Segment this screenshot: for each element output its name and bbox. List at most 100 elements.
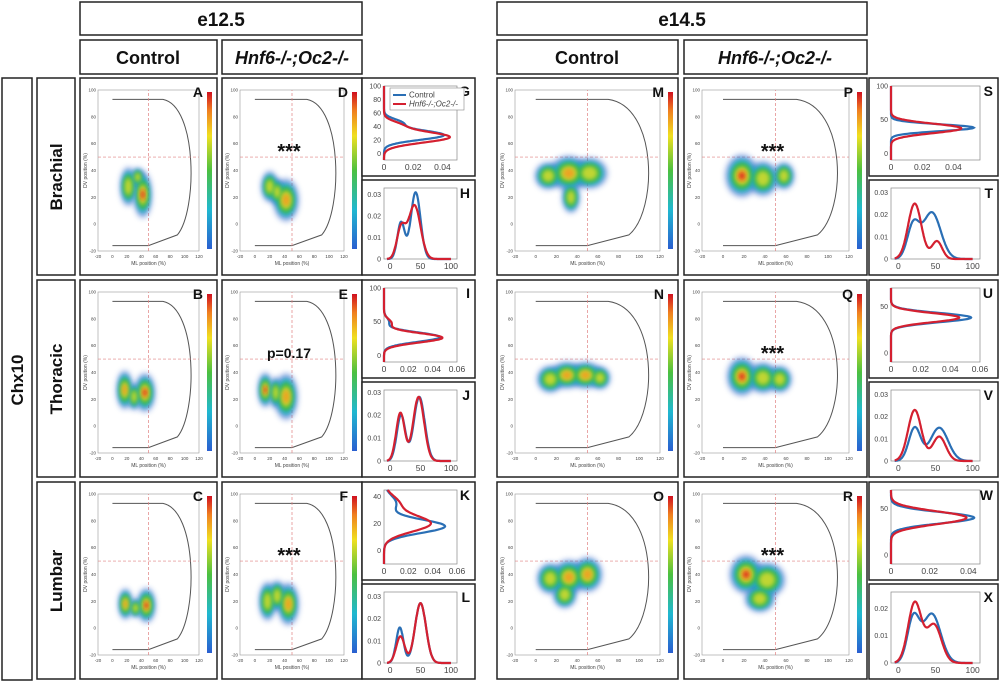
legend-label-control: Control — [409, 91, 435, 100]
y-tick-label: 20 — [695, 599, 701, 604]
x-tick-label: 40 — [762, 456, 768, 461]
x-tick-label: 60 — [153, 254, 159, 259]
y-tick-label: 80 — [508, 518, 514, 523]
y-tick-label: 0 — [884, 552, 888, 559]
x-axis-label: ML position (%) — [570, 261, 605, 267]
x-tick-label: 100 — [824, 254, 832, 259]
x-tick-label: 20 — [267, 456, 273, 461]
y-tick-label: 100 — [88, 492, 96, 497]
panel-letter: M — [652, 84, 664, 100]
x-axis-label: ML position (%) — [570, 463, 605, 469]
density-blob — [141, 190, 145, 199]
y-axis-label: DV position (%) — [500, 557, 506, 592]
y-axis-label: DV position (%) — [225, 557, 231, 592]
x-tick-label: 60 — [297, 254, 303, 259]
plot-area — [890, 85, 981, 161]
y-tick-label: 100 — [505, 88, 513, 93]
y-tick-label: 0.02 — [367, 213, 381, 220]
y-tick-label: 0 — [235, 222, 238, 227]
density-blob — [266, 179, 274, 194]
y-tick-label: -20 — [89, 653, 96, 658]
density-blob — [743, 571, 749, 578]
x-tick-label: 60 — [153, 658, 159, 663]
density-blob — [282, 193, 290, 207]
x-tick-label: -20 — [512, 254, 519, 259]
density-blob — [753, 592, 767, 605]
y-tick-label: 0 — [377, 548, 381, 555]
x-tick-label: 0.06 — [449, 566, 466, 576]
x-tick-label: 60 — [783, 456, 789, 461]
region-label-brachial-box: Brachial — [36, 77, 76, 276]
x-tick-label: 120 — [195, 658, 203, 663]
y-tick-label: 20 — [508, 397, 514, 402]
significance-label: *** — [761, 141, 785, 163]
y-tick-label: 40 — [91, 370, 97, 375]
x-tick-label: 100 — [325, 658, 333, 663]
y-tick-label: -20 — [506, 653, 513, 658]
density-panel-d: -20 0 20 40 60 80 100 120 -20 0 20 40 60 80 100 ML posi… — [221, 77, 363, 276]
colorbar — [352, 92, 357, 249]
series-line-mutant — [894, 408, 973, 463]
x-tick-label: 120 — [656, 658, 664, 663]
y-tick-label: 20 — [91, 599, 97, 604]
x-axis-label: ML position (%) — [131, 665, 166, 671]
density-blob — [542, 170, 554, 182]
x-tick-label: 40 — [139, 658, 145, 663]
x-tick-label: 0 — [534, 658, 537, 663]
x-tick-label: 80 — [168, 456, 174, 461]
x-tick-label: 0 — [254, 254, 257, 259]
density-blobs — [116, 370, 156, 413]
y-axis-label: DV position (%) — [687, 557, 693, 592]
histogram-panel-u: 0 0.02 0.04 0.06 0 50 U — [868, 279, 999, 379]
y-tick-label: 0.01 — [874, 633, 888, 640]
y-tick-label: -20 — [693, 451, 700, 456]
y-tick-label: 0 — [884, 151, 888, 158]
x-tick-label: 0 — [896, 261, 901, 271]
x-tick-label: 0.02 — [921, 566, 938, 576]
x-tick-label: 50 — [416, 261, 426, 271]
x-tick-label: 50 — [416, 463, 426, 473]
panel-letter: I — [466, 285, 470, 301]
series-line-mutant — [894, 600, 973, 665]
x-tick-label: 60 — [153, 456, 159, 461]
density-panel-m: -20 0 20 40 60 80 100 120 -20 0 20 40 60 80 100 ML posi… — [496, 77, 679, 276]
y-tick-label: 60 — [695, 343, 701, 348]
density-blob — [739, 172, 745, 180]
region-label-brachial: Brachial — [47, 143, 66, 210]
y-tick-label: 0.02 — [367, 616, 381, 623]
density-blob — [144, 602, 148, 609]
x-tick-label: 120 — [656, 456, 664, 461]
panel-letter: R — [843, 488, 853, 504]
x-tick-label: -20 — [95, 658, 102, 663]
density-blobs — [729, 555, 786, 613]
x-tick-label: 100 — [824, 456, 832, 461]
x-tick-label: -20 — [237, 658, 244, 663]
x-tick-label: 100 — [965, 261, 979, 271]
spinal-cord-outline — [112, 502, 192, 651]
x-tick-label: 60 — [595, 658, 601, 663]
y-tick-label: 0 — [377, 459, 381, 466]
plot-area — [890, 287, 981, 363]
plot-area — [383, 85, 458, 161]
y-tick-label: 60 — [695, 545, 701, 550]
region-label-lumbar-box: Lumbar — [36, 481, 76, 680]
y-tick-label: 0 — [697, 626, 700, 631]
condition-label-e14-mutant: Hnf6-/-;Oc2-/- — [718, 48, 832, 68]
x-tick-label: 120 — [656, 254, 664, 259]
x-tick-label: 20 — [267, 658, 273, 663]
x-tick-label: 0 — [534, 456, 537, 461]
series-line-mutant — [889, 288, 961, 362]
y-tick-label: 50 — [373, 319, 381, 326]
x-tick-label: 40 — [282, 658, 288, 663]
y-tick-label: 0.03 — [367, 390, 381, 397]
density-blob — [759, 572, 775, 588]
x-tick-label: 100 — [181, 658, 189, 663]
panel-letter: P — [844, 84, 853, 100]
y-axis-label: DV position (%) — [500, 153, 506, 188]
density-blob — [756, 371, 770, 385]
y-axis-label: DV position (%) — [225, 355, 231, 390]
header-stage-e12-5: e12.5 — [79, 1, 363, 36]
x-tick-label: 120 — [195, 254, 203, 259]
x-tick-label: -20 — [512, 456, 519, 461]
x-tick-label: 0 — [722, 658, 725, 663]
